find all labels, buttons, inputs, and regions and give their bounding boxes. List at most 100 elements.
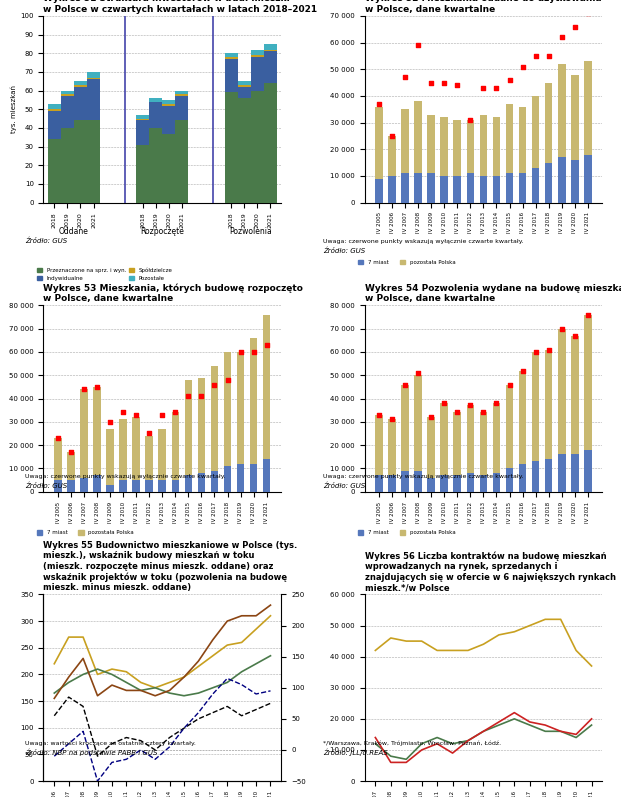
Bar — [136, 119, 149, 120]
Bar — [479, 476, 487, 492]
Bar — [145, 480, 153, 492]
Bar — [176, 120, 189, 202]
Point — [79, 383, 89, 395]
Bar — [388, 176, 396, 202]
Bar — [251, 57, 264, 91]
Bar — [145, 436, 153, 480]
Bar — [492, 473, 501, 492]
Bar — [492, 403, 501, 473]
Text: Pozwolenia: Pozwolenia — [230, 227, 272, 236]
Bar — [237, 351, 245, 464]
Bar — [61, 91, 74, 94]
Text: Źródło: GUS: Źródło: GUS — [323, 247, 365, 253]
Bar — [87, 120, 100, 202]
Point — [440, 397, 450, 410]
Point — [543, 344, 553, 356]
Bar — [440, 176, 448, 202]
Bar — [375, 476, 383, 492]
Bar — [176, 91, 189, 94]
Bar — [584, 315, 592, 450]
Point — [183, 390, 193, 402]
Bar — [571, 160, 579, 202]
Bar — [132, 417, 140, 480]
Bar — [492, 176, 501, 202]
Point — [466, 113, 476, 126]
Bar — [466, 173, 474, 202]
Point — [106, 415, 116, 428]
Bar — [388, 476, 396, 492]
Point — [132, 408, 142, 421]
Point — [466, 399, 476, 412]
Bar — [519, 107, 527, 173]
Bar — [545, 163, 553, 202]
Point — [569, 20, 579, 33]
Bar — [80, 478, 88, 492]
Point — [517, 364, 527, 377]
Legend: 7 miast, pozostała Polska: 7 miast, pozostała Polska — [34, 528, 137, 538]
Bar — [119, 480, 127, 492]
Bar — [375, 179, 383, 202]
Bar — [54, 438, 62, 480]
Bar — [584, 61, 592, 155]
Bar — [74, 87, 87, 120]
Bar — [545, 350, 553, 459]
Bar — [264, 51, 277, 83]
Bar — [225, 57, 238, 59]
Point — [145, 427, 155, 440]
Bar — [375, 414, 383, 476]
Bar — [54, 480, 62, 492]
Bar — [532, 461, 540, 492]
Bar — [440, 476, 448, 492]
Text: Oddane: Oddane — [59, 227, 89, 236]
Bar — [184, 476, 193, 492]
Point — [53, 432, 63, 445]
Point — [248, 345, 258, 358]
Point — [388, 413, 397, 426]
Text: Wykres 51 Struktura inwestorów w bud. mieszk.
w Polsce w czwartych kwartałach w : Wykres 51 Struktura inwestorów w bud. mi… — [43, 0, 317, 14]
Bar — [453, 176, 461, 202]
Bar — [440, 403, 448, 476]
Bar — [158, 429, 166, 480]
Bar — [250, 464, 258, 492]
Bar — [197, 378, 206, 473]
Point — [414, 367, 424, 379]
Bar — [149, 102, 162, 128]
Y-axis label: tys. mieszkań: tys. mieszkań — [11, 85, 17, 133]
Point — [93, 380, 102, 393]
Bar — [224, 351, 232, 466]
Point — [517, 61, 527, 73]
Point — [504, 73, 514, 86]
Bar — [67, 452, 75, 480]
Point — [556, 31, 566, 44]
Point — [374, 97, 384, 110]
Bar — [238, 98, 251, 202]
Bar — [225, 53, 238, 57]
Point — [440, 77, 450, 89]
Bar — [80, 389, 88, 478]
Bar — [251, 55, 264, 57]
Bar — [250, 338, 258, 464]
Bar — [401, 384, 409, 471]
Bar — [61, 94, 74, 96]
Bar — [225, 92, 238, 202]
Point — [491, 81, 501, 94]
Bar — [225, 59, 238, 92]
Bar — [584, 155, 592, 202]
Bar — [584, 450, 592, 492]
Point — [491, 397, 501, 410]
Bar — [136, 115, 149, 119]
Point — [504, 378, 514, 391]
Bar — [571, 454, 579, 492]
Bar — [479, 176, 487, 202]
Point — [401, 71, 410, 84]
Text: */Warszawa, Kraków, Trójmiasto, Wrocław, Poznań, Łódź.: */Warszawa, Kraków, Trójmiasto, Wrocław,… — [323, 740, 501, 746]
Bar — [453, 476, 461, 492]
Bar — [61, 96, 74, 128]
Bar — [532, 351, 540, 461]
Point — [556, 322, 566, 335]
Legend: 7 miast, pozostała Polska: 7 miast, pozostała Polska — [355, 257, 458, 267]
Bar — [251, 91, 264, 202]
Bar — [505, 173, 514, 202]
Bar — [171, 413, 179, 480]
Bar — [48, 104, 61, 109]
